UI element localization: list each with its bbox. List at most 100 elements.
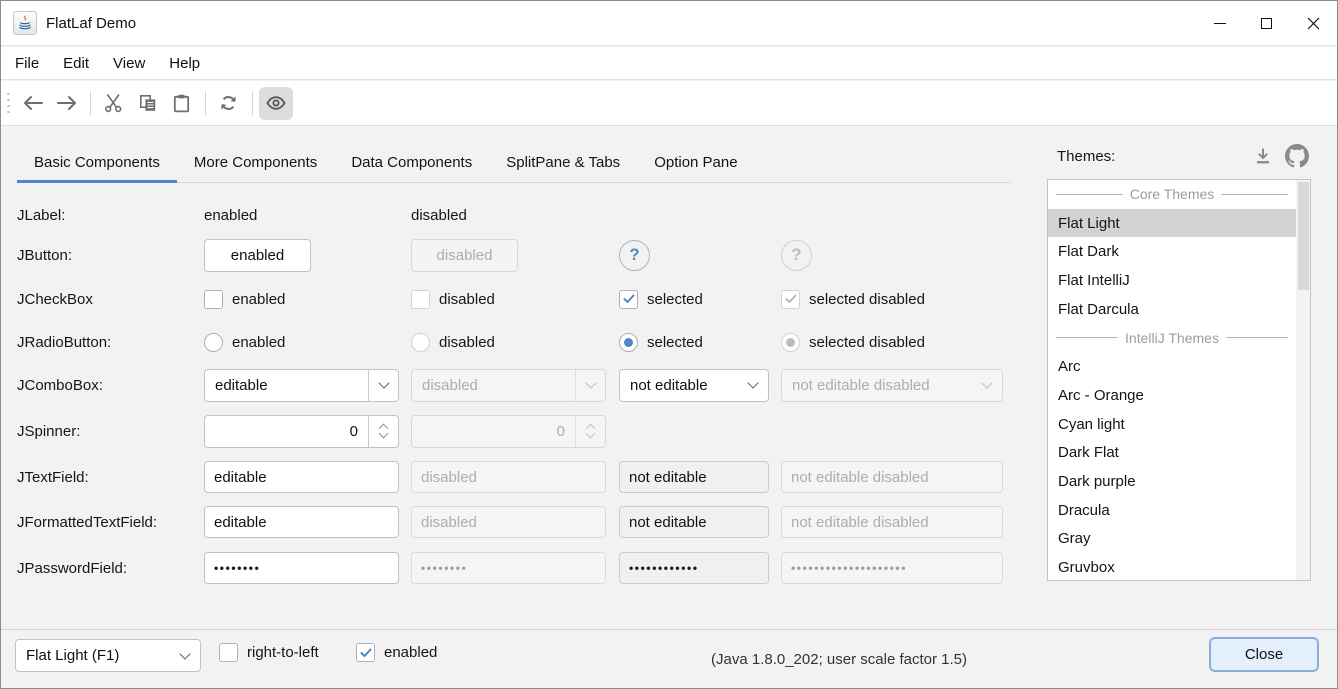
jradiobutton-selected[interactable]: selected [619,319,703,365]
jlabel-disabled: disabled [411,206,467,224]
theme-list-item[interactable]: Arc [1058,358,1081,376]
jradiobutton-selected-disabled: selected disabled [781,319,925,365]
themes-scrollbar[interactable] [1296,180,1310,580]
minimize-button[interactable] [1196,1,1243,46]
checkbox-checked-icon [356,643,375,662]
tab-splitpane-tabs[interactable]: SplitPane & Tabs [506,154,621,171]
look-and-feel-combobox[interactable]: Flat Light (F1) [15,639,201,672]
menu-help[interactable]: Help [169,54,201,72]
menubar: File Edit View Help [1,47,1337,80]
jcombobox-not-editable-disabled: not editable disabled [781,368,1003,402]
forward-button[interactable] [50,87,84,120]
jspinner-row: JSpinner: 0 0 [1,408,1011,454]
theme-list-item[interactable]: Dracula [1058,501,1110,519]
jcombobox-disabled: disabled [411,368,606,402]
jcheckbox-disabled: disabled [411,276,495,322]
theme-list-item[interactable]: Flat Light [1048,208,1296,238]
jradiobutton-enabled[interactable]: enabled [204,319,285,365]
copy-button[interactable] [131,87,165,120]
jformattedtextfield-not-editable: not editable [619,506,769,538]
jpasswordfield-editable[interactable]: •••••••• [204,552,399,584]
theme-list-item[interactable]: Flat IntelliJ [1058,272,1130,290]
jpasswordfield-not-editable-disabled: •••••••••••••••••••• [781,552,1003,584]
theme-list-item[interactable]: Cyan light [1058,415,1125,433]
tab-option-pane[interactable]: Option Pane [654,154,738,171]
toolbar [1,81,1337,126]
toolbar-separator [251,91,253,115]
back-icon [23,96,43,110]
content-area: Basic Components More Components Data Co… [1,127,1337,629]
spinner-arrows-icon [575,415,605,447]
jradiobutton-row: JRadioButton: enabled disabled selected … [1,319,1011,365]
jcombobox-not-editable[interactable]: not editable [619,368,769,402]
jcombobox-editable[interactable]: editable [204,368,399,402]
jbutton-enabled[interactable]: enabled [204,238,311,272]
checkbox-icon [219,643,238,662]
theme-list-item[interactable]: Dark purple [1058,473,1136,491]
row-label: JLabel: [17,206,66,224]
enabled-checkbox[interactable]: enabled [356,643,437,662]
theme-group-separator: Core Themes [1048,180,1296,209]
right-to-left-checkbox[interactable]: right-to-left [219,643,319,662]
jpasswordfield-row: JPasswordField: •••••••• •••••••• ••••••… [1,545,1011,591]
jcombobox-row: JComboBox: editable disabled not editabl… [1,362,1011,408]
help-button[interactable]: ? [619,239,650,271]
back-button[interactable] [16,87,50,120]
theme-list-item[interactable]: Flat Darcula [1058,300,1139,318]
theme-list-item[interactable]: Flat Dark [1058,243,1119,261]
jcheckbox-selected-disabled: selected disabled [781,276,925,322]
status-text: (Java 1.8.0_202; user scale factor 1.5) [711,651,967,668]
jcheckbox-row: JCheckBox enabled disabled selected sele… [1,276,1011,322]
bottombar: Flat Light (F1) right-to-left enabled (J… [1,629,1337,688]
jbutton-row: JButton: enabled disabled ? ? [1,232,1011,278]
eye-toggle-button[interactable] [258,86,293,120]
spinner-arrows-icon[interactable] [368,415,398,447]
jcheckbox-selected[interactable]: selected [619,276,703,322]
jformattedtextfield-disabled: disabled [411,506,606,538]
close-window-button[interactable] [1290,1,1337,46]
github-link-button[interactable] [1283,142,1311,170]
scrollbar-thumb[interactable] [1297,182,1309,290]
window-title: FlatLaf Demo [46,14,137,32]
themes-label: Themes: [1057,148,1116,165]
chevron-down-icon [972,370,1002,401]
download-theme-button[interactable] [1249,142,1277,170]
toolbar-separator [204,91,206,115]
radio-selected-icon [619,332,638,352]
jtextfield-disabled: disabled [411,461,606,493]
cut-icon [105,93,122,112]
jspinner-enabled[interactable]: 0 [204,414,399,448]
menu-edit[interactable]: Edit [63,54,90,72]
jtextfield-editable[interactable]: editable [204,461,399,493]
jformattedtextfield-editable[interactable]: editable [204,506,399,538]
maximize-button[interactable] [1243,1,1290,46]
tab-basic-components[interactable]: Basic Components [17,143,177,183]
menu-file[interactable]: File [15,54,40,72]
forward-icon [56,96,76,110]
titlebar: FlatLaf Demo [1,1,1337,46]
chevron-down-icon [575,369,605,401]
eye-icon [266,96,286,110]
checkbox-checked-icon [619,289,638,309]
chevron-down-icon[interactable] [368,369,398,401]
paste-button[interactable] [165,87,199,120]
chevron-down-icon[interactable] [738,370,768,401]
close-button[interactable]: Close [1209,637,1319,672]
radio-selected-icon [781,332,800,352]
theme-list-item[interactable]: Gray [1058,530,1091,548]
theme-list-item[interactable]: Arc - Orange [1058,386,1144,404]
paste-icon [173,94,190,112]
jcheckbox-enabled[interactable]: enabled [204,276,285,322]
theme-list-item[interactable]: Gruvbox [1058,559,1115,577]
menu-view[interactable]: View [113,54,146,72]
toolbar-grip[interactable] [7,92,10,114]
row-label: JRadioButton: [17,333,112,351]
tab-data-components[interactable]: Data Components [351,154,473,171]
chevron-down-icon[interactable] [170,640,200,671]
refresh-button[interactable] [212,87,246,120]
cut-button[interactable] [97,87,131,120]
theme-list-item[interactable]: Dark Flat [1058,444,1119,462]
tab-more-components[interactable]: More Components [193,154,318,171]
java-cup-icon [13,11,37,35]
